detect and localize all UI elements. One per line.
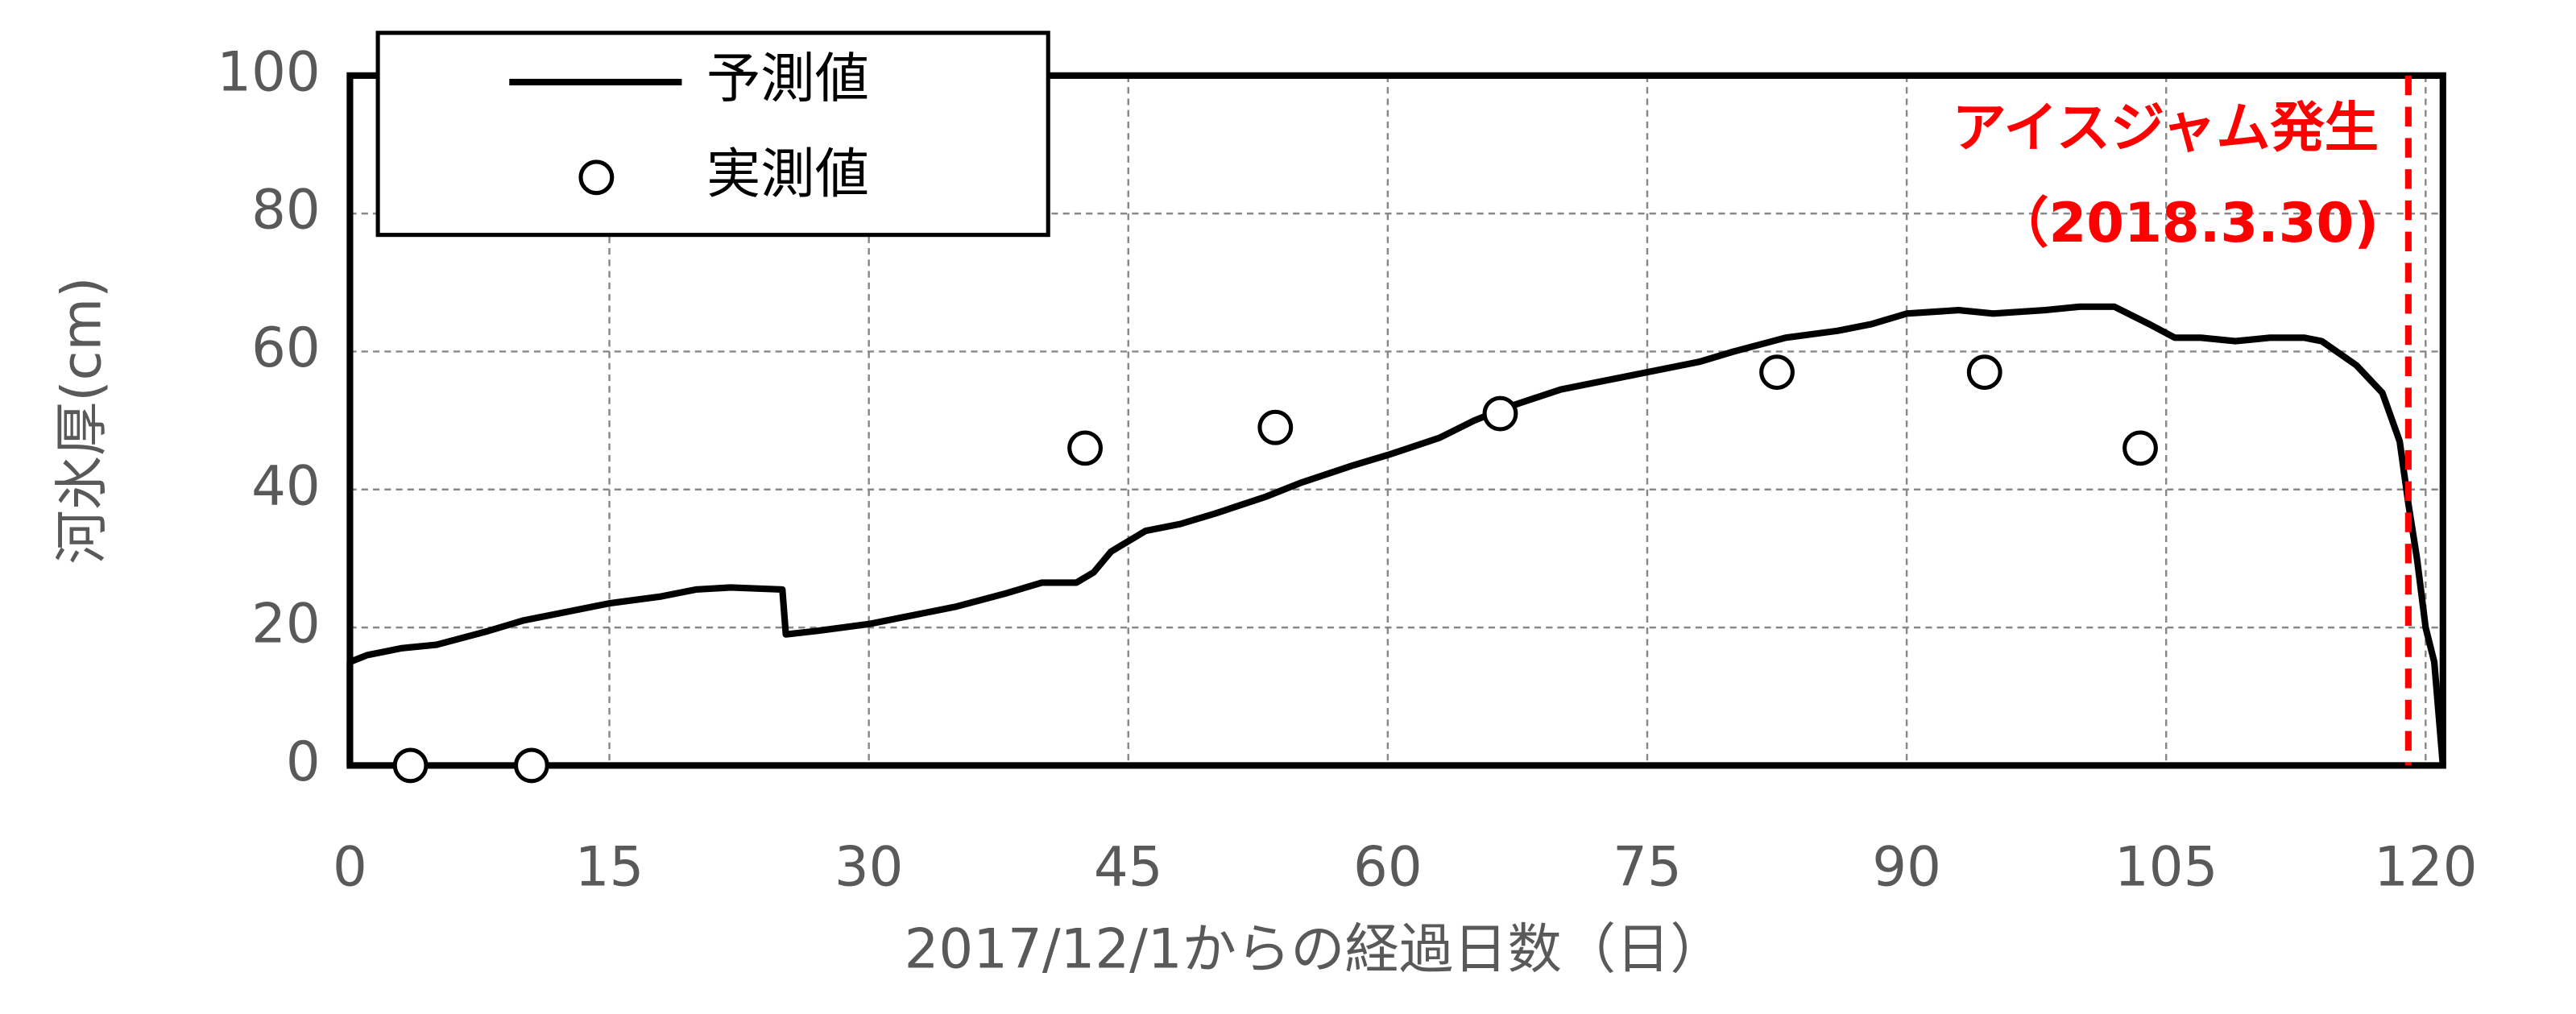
- y-tick-label: 20: [251, 593, 321, 656]
- x-tick-label: 15: [575, 835, 644, 898]
- x-tick-label: 90: [1872, 835, 1941, 898]
- x-tick-label: 75: [1613, 835, 1682, 898]
- legend-marker: [578, 159, 615, 196]
- x-tick-label: 0: [333, 835, 367, 898]
- observation-point: [1759, 354, 1795, 391]
- observation-point: [1257, 409, 1294, 445]
- x-axis-label: 2017/12/1からの経過日数（日）: [905, 917, 1725, 980]
- event-label: アイスジャム発生: [1952, 97, 2379, 159]
- x-tick-label: 120: [2374, 835, 2477, 898]
- x-tick-label: 105: [2114, 835, 2218, 898]
- y-tick-label: 100: [217, 40, 320, 103]
- x-tick-label: 60: [1353, 835, 1423, 898]
- observation-point: [392, 747, 429, 784]
- legend-label: 予測値: [706, 48, 869, 110]
- y-tick-label: 0: [286, 730, 321, 793]
- plot-frame: [346, 72, 2446, 769]
- y-tick-label: 80: [251, 179, 321, 242]
- observation-point: [1482, 395, 1518, 432]
- observation-point: [2123, 430, 2158, 466]
- y-tick-label: 60: [251, 317, 321, 379]
- event-label: （2018.3.30): [1994, 192, 2379, 255]
- prediction-line: [346, 303, 2446, 766]
- legend-label: 実測値: [706, 143, 869, 205]
- x-tick-label: 45: [1094, 835, 1163, 898]
- observation-point: [1067, 430, 1104, 466]
- observation-point: [513, 747, 549, 784]
- legend-box: [375, 31, 1050, 238]
- y-tick-label: 40: [251, 454, 321, 517]
- x-tick-label: 30: [835, 835, 904, 898]
- y-axis-label: 河氷厚(cm): [51, 277, 114, 565]
- observation-point: [1966, 354, 2002, 391]
